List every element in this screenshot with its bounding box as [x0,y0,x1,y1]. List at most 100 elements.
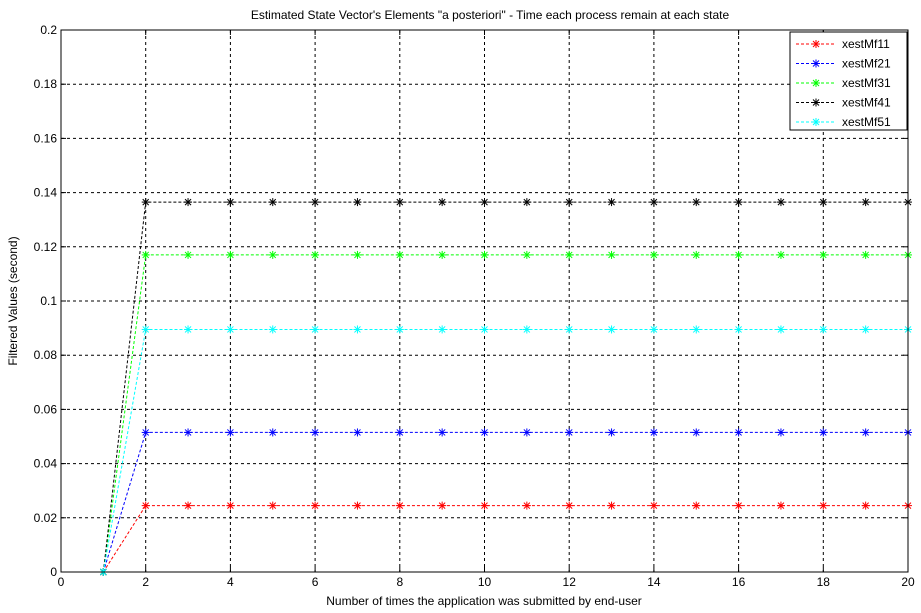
y-axis-label: Filtered Values (second) [6,236,20,365]
legend-marker [812,79,820,87]
data-point [184,250,193,259]
x-tick-label: 0 [58,575,65,589]
data-point [522,250,531,259]
data-point [184,325,193,334]
data-point [861,198,870,207]
data-point [141,250,150,259]
x-axis-label: Number of times the application was subm… [326,594,642,608]
data-point [184,428,193,437]
data-point [141,325,150,334]
series-line [102,254,908,573]
data-point [480,198,489,207]
legend-item: xestMf51 [796,115,891,129]
series-xestMf21 [99,428,912,576]
data-point [311,501,320,510]
data-point [353,501,362,510]
legend-marker [812,98,820,107]
legend-label: xestMf31 [842,76,891,90]
legend-label: xestMf51 [842,115,891,129]
x-tick-label: 10 [478,575,492,589]
data-point [226,250,235,259]
chart-title: Estimated State Vector's Elements "a pos… [251,8,730,22]
data-point [438,250,447,259]
data-point [649,198,658,207]
legend-box [789,31,908,131]
data-point [438,501,447,510]
data-point [141,198,150,207]
data-point [692,250,701,259]
x-tick-label: 18 [817,575,831,589]
data-point [268,198,277,207]
legend: xestMf11 xestMf21 xestMf31 xestMf41 xestMf51 [789,31,908,131]
y-tick-label: 0 [50,565,57,579]
data-point [141,428,150,437]
data-point [861,250,870,259]
data-point [522,325,531,334]
series-xestMf11 [99,501,912,576]
data-point [353,428,362,437]
series-line [102,431,908,573]
series-xestMf31 [99,250,912,576]
data-point [565,428,574,437]
data-point [226,428,235,437]
data-point [692,428,701,437]
data-point [141,501,150,510]
data-point [438,325,447,334]
x-tick-label: 6 [312,575,319,589]
data-point [776,250,785,259]
data-point [565,198,574,207]
data-point [607,325,616,334]
data-point [480,250,489,259]
data-point [438,428,447,437]
y-tick-label: 0.06 [34,402,58,416]
data-point [649,428,658,437]
data-point [480,325,489,334]
data-point [565,501,574,510]
y-tick-label: 0.14 [34,186,58,200]
data-point [311,325,320,334]
grid [61,30,908,572]
data-point [607,250,616,259]
x-tick-label: 8 [396,575,403,589]
legend-marker [812,118,820,126]
data-point [734,325,743,334]
data-point [226,198,235,207]
data-point [311,198,320,207]
data-point [776,325,785,334]
data-point [776,198,785,207]
data-point [438,198,447,207]
data-point [692,198,701,207]
series-line [102,328,908,573]
series-line [102,505,908,573]
data-point [607,501,616,510]
data-point [522,198,531,207]
data-point [480,501,489,510]
data-point [649,250,658,259]
series-line [102,201,908,573]
y-tick-label: 0.02 [34,511,58,525]
data-point [395,501,404,510]
legend-item: xestMf31 [796,76,891,90]
data-point [268,501,277,510]
x-tick-label: 20 [901,575,915,589]
data-point [522,428,531,437]
data-point [226,325,235,334]
data-point [819,198,828,207]
data-point [819,501,828,510]
data-point [268,250,277,259]
legend-marker [812,59,820,68]
data-point [649,501,658,510]
data-point [311,250,320,259]
data-point [353,198,362,207]
data-point [311,428,320,437]
y-tick-label: 0.16 [34,131,58,145]
data-point [268,325,277,334]
data-point [607,428,616,437]
y-tick-label: 0.1 [40,294,57,308]
y-tick-label: 0.08 [34,348,58,362]
x-tick-label: 14 [647,575,661,589]
y-tick-label: 0.04 [34,457,58,471]
legend-label: xestMf11 [842,37,890,51]
legend-item: xestMf21 [796,57,891,71]
